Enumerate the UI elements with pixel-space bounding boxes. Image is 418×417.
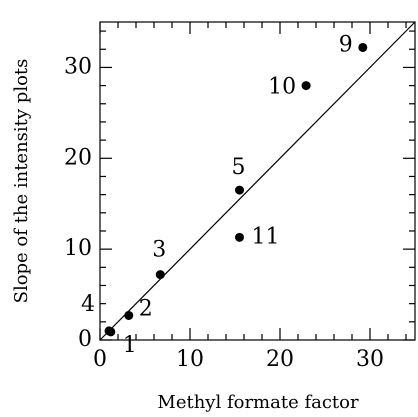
x-tick-label: 30 [356, 347, 384, 372]
x-tick-label: 0 [93, 347, 107, 372]
point-label: 3 [152, 238, 166, 263]
y-tick-label: 20 [64, 145, 92, 170]
point [235, 185, 244, 195]
y-tick-label: 10 [64, 236, 92, 261]
x-tick-label: 20 [266, 347, 294, 372]
point [104, 326, 114, 336]
point [124, 310, 134, 320]
point-label: 4 [81, 292, 95, 317]
x-axis-label: Methyl formate factor [157, 392, 359, 413]
y-tick-label: 0 [78, 327, 92, 352]
point-label: 10 [268, 75, 296, 100]
fit-line [99, 21, 416, 341]
y-axis-label: Slope of the intensity plots [11, 59, 32, 304]
point [301, 81, 311, 91]
point-label: 5 [232, 155, 246, 180]
point-label: 1 [123, 333, 137, 358]
plot-frame [99, 21, 416, 341]
point [358, 42, 368, 52]
x-tick-label: 10 [176, 347, 204, 372]
point-label: 9 [339, 32, 353, 57]
point [235, 232, 244, 242]
y-tick-label: 30 [64, 54, 92, 79]
point [155, 270, 165, 280]
point-label: 2 [139, 296, 153, 321]
point-label: 11 [252, 224, 280, 249]
